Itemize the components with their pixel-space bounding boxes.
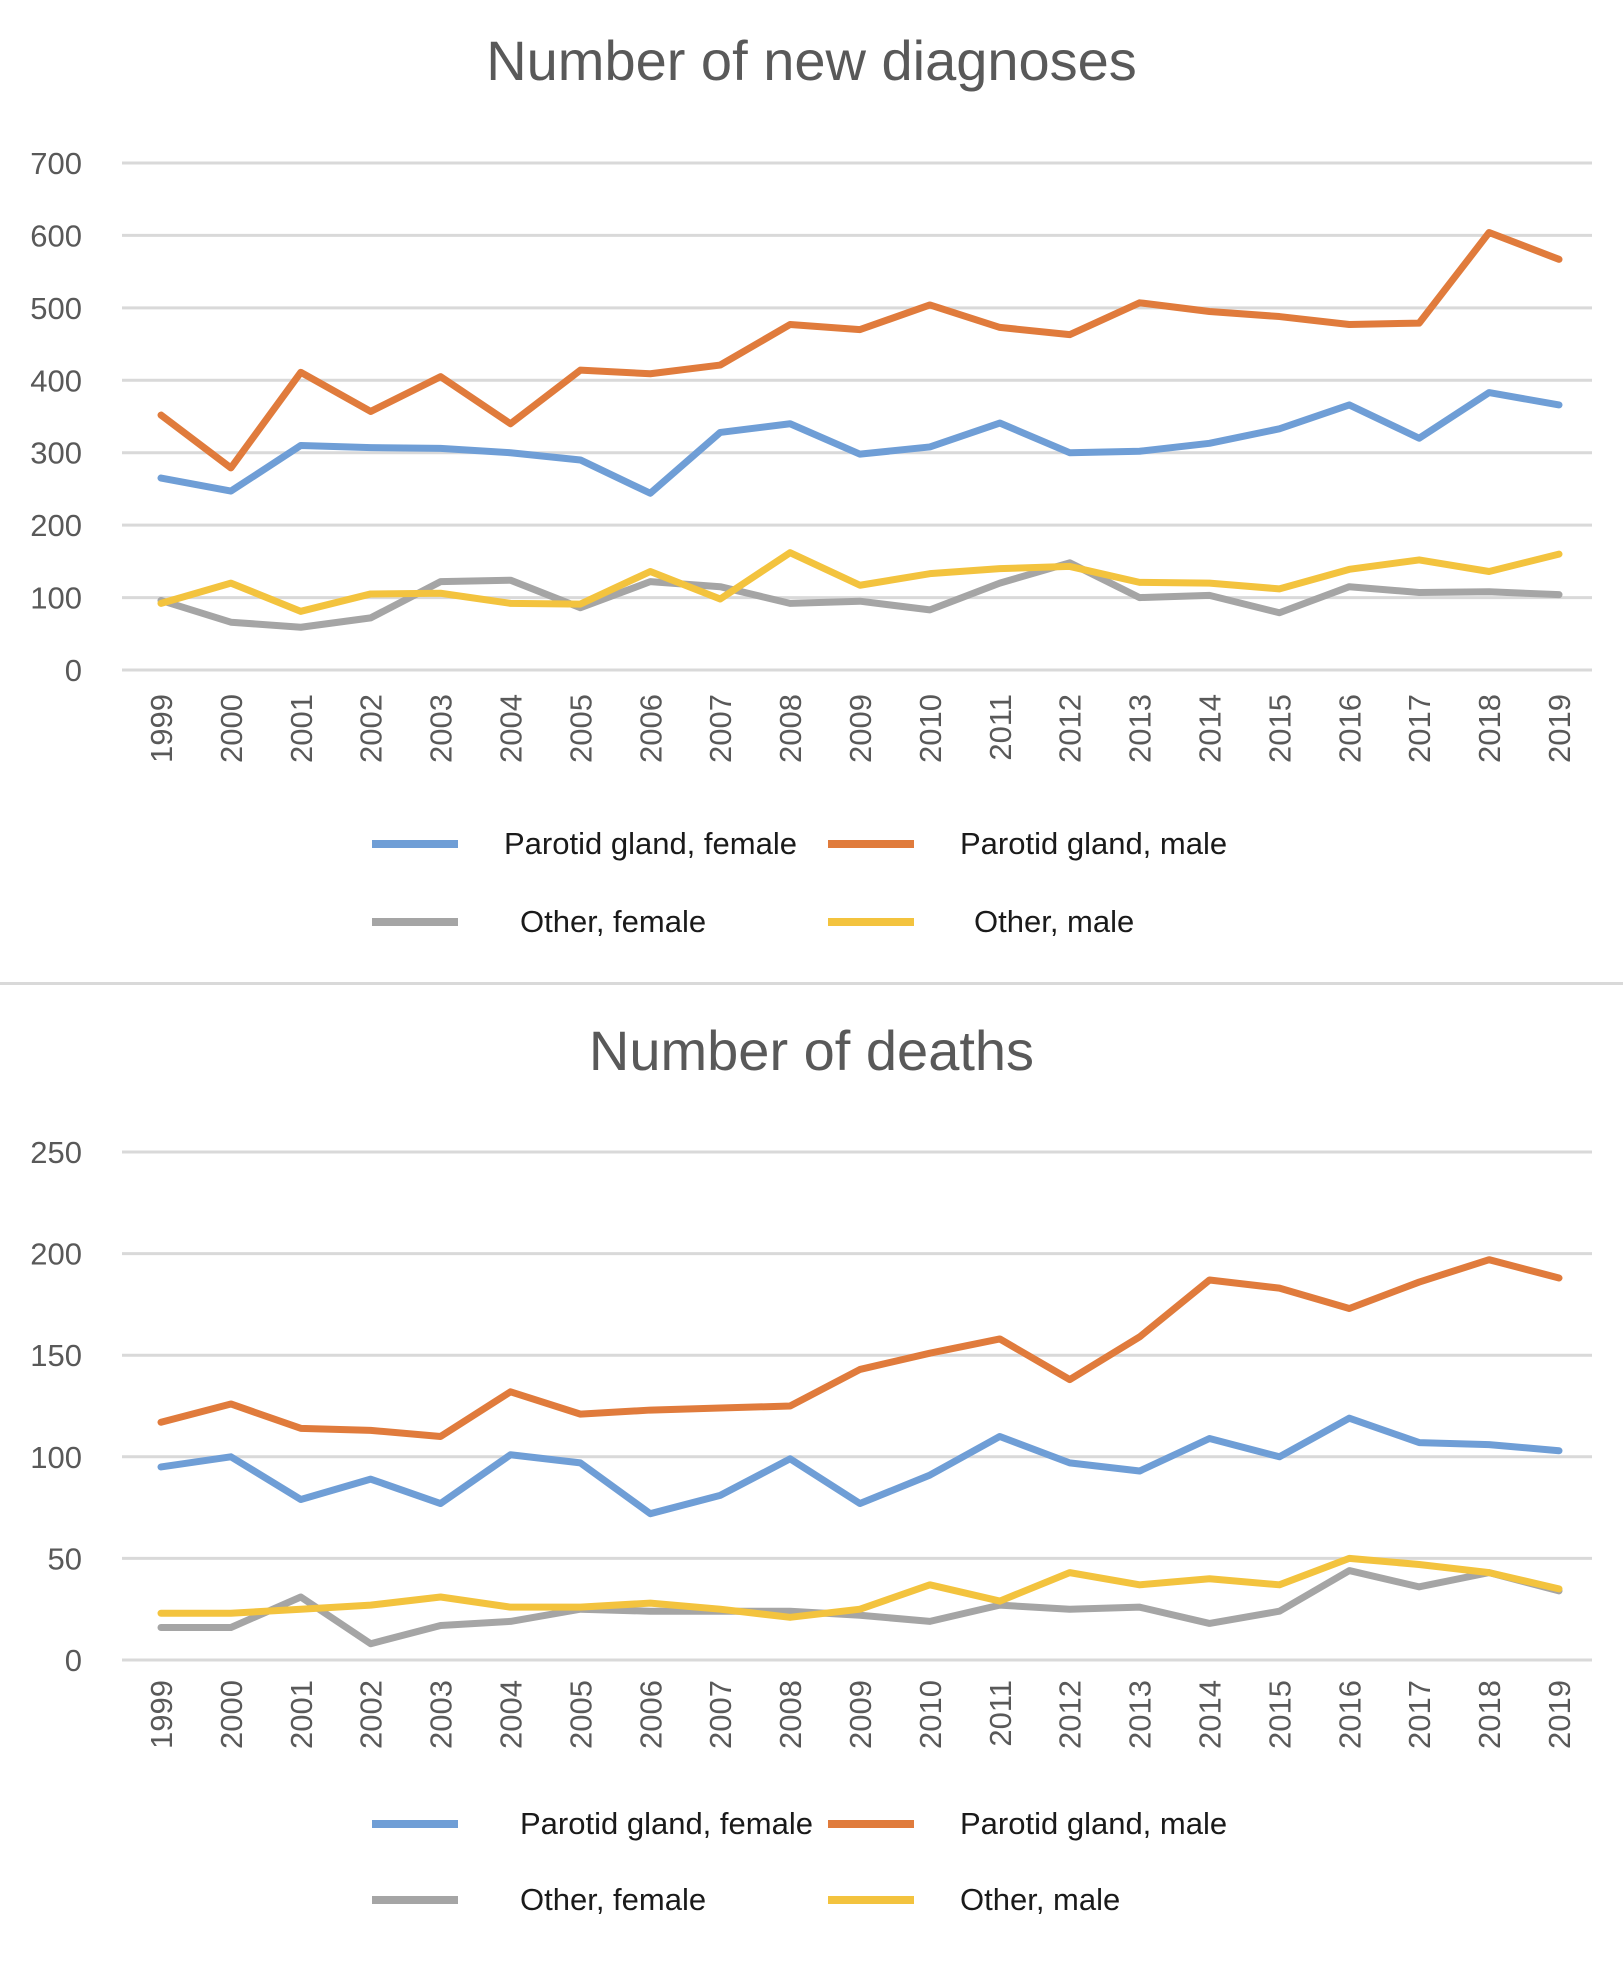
legend-swatch (372, 1896, 458, 1904)
series-line (157, 1414, 1563, 1518)
x-tick-label: 2018 (1472, 694, 1507, 763)
y-tick-label: 200 (30, 508, 82, 543)
x-tick-label: 2004 (494, 1680, 529, 1749)
legend-label: Other, male (960, 1882, 1121, 1917)
y-tick-label: 400 (30, 363, 82, 398)
x-tick-label: 2019 (1542, 1680, 1577, 1749)
x-tick-label: 2015 (1262, 694, 1297, 763)
x-tick-label: 2000 (214, 694, 249, 763)
x-tick-label: 2004 (494, 694, 529, 763)
legend-swatch (372, 1820, 458, 1828)
x-tick-label: 2010 (913, 1680, 948, 1749)
series-line (157, 1256, 1563, 1440)
series-line (157, 389, 1563, 497)
y-tick-label: 200 (30, 1237, 82, 1272)
x-tick-label: 2011 (983, 694, 1018, 761)
x-tick-label: 2010 (913, 694, 948, 763)
x-tick-label: 2013 (1123, 694, 1158, 763)
x-tick-label: 2016 (1332, 694, 1367, 763)
legend-swatch (372, 918, 458, 926)
x-tick-label: 2009 (843, 694, 878, 763)
x-tick-label: 2012 (1053, 694, 1088, 763)
series-line (157, 1567, 1563, 1648)
x-tick-label: 2002 (354, 1680, 389, 1749)
legend-item[interactable]: Other, female (372, 1878, 706, 1922)
x-tick-label: 2008 (773, 694, 808, 763)
x-tick-label: 2011 (983, 1680, 1018, 1747)
x-tick-label: 2007 (703, 694, 738, 763)
x-tick-label: 2005 (563, 694, 598, 763)
chart-title: Number of new diagnoses (486, 29, 1137, 92)
series-line (157, 559, 1563, 631)
x-tick-label: 2006 (633, 1680, 668, 1749)
y-tick-label: 50 (48, 1541, 82, 1576)
chart-panel-diagnoses: Number of new diagnoses 0 100 200 300 400 500… (0, 0, 1623, 970)
y-tick-label: 100 (30, 1440, 82, 1475)
y-tick-label: 0 (65, 1643, 82, 1678)
legend-item[interactable]: Parotid gland, female (372, 1802, 813, 1846)
x-tick-label: 2001 (284, 1680, 319, 1749)
x-tick-label: 2003 (424, 1680, 459, 1749)
x-tick-label: 2009 (843, 1680, 878, 1749)
chart-panel-deaths: Number of deaths 0 50 100 150 200 250 1999 2000… (0, 990, 1623, 1960)
y-tick-label: 300 (30, 436, 82, 471)
y-tick-label: 150 (30, 1338, 82, 1373)
legend-item[interactable]: Parotid gland, female (372, 822, 797, 866)
legend-item[interactable]: Other, female (372, 900, 706, 944)
y-tick-label: 0 (65, 653, 82, 688)
x-tick-label: 2012 (1053, 1680, 1088, 1749)
x-tick-label: 2006 (633, 694, 668, 763)
legend-swatch (828, 1820, 914, 1828)
legend-item[interactable]: Other, male (828, 1878, 1120, 1922)
x-tick-label: 2016 (1332, 1680, 1367, 1749)
x-tick-label: 2017 (1402, 694, 1437, 763)
legend-label: Parotid gland, male (960, 826, 1228, 861)
legend-label: Parotid gland, female (520, 1806, 813, 1841)
legend-item[interactable]: Other, male (828, 900, 1134, 944)
y-tick-label: 600 (30, 218, 82, 253)
x-tick-label: 2018 (1472, 1680, 1507, 1749)
x-tick-label: 1999 (144, 1680, 179, 1749)
x-tick-label: 2008 (773, 1680, 808, 1749)
x-tick-label: 2003 (424, 694, 459, 763)
x-tick-label: 2002 (354, 694, 389, 763)
x-tick-label: 2014 (1193, 694, 1228, 763)
legend-item[interactable]: Parotid gland, male (828, 822, 1227, 866)
x-tick-label: 2005 (563, 1680, 598, 1749)
legend-label: Parotid gland, male (960, 1806, 1228, 1841)
x-tick-label: 2017 (1402, 1680, 1437, 1749)
y-tick-label: 500 (30, 291, 82, 326)
legend-swatch (828, 1896, 914, 1904)
legend-label: Parotid gland, female (504, 826, 797, 861)
x-tick-label: 2014 (1193, 1680, 1228, 1749)
y-tick-label: 100 (30, 581, 82, 616)
x-tick-label: 2007 (703, 1680, 738, 1749)
x-tick-label: 1999 (144, 694, 179, 763)
x-tick-label: 2015 (1262, 1680, 1297, 1749)
legend-swatch (828, 918, 914, 926)
legend-label: Other, female (520, 904, 707, 939)
chart-svg: 0 100 200 300 400 500 600 700 1999 2000 2001 2002 20… (30, 146, 1592, 763)
series-line (157, 549, 1563, 615)
x-tick-label: 2001 (284, 694, 319, 763)
y-tick-label: 700 (30, 146, 82, 181)
legend-label: Other, female (520, 1882, 707, 1917)
y-tick-label: 250 (30, 1135, 82, 1170)
legend-swatch (372, 840, 458, 848)
legend-swatch (828, 840, 914, 848)
chart-svg: 0 50 100 150 200 250 1999 2000 2001 2002 2003 2004 2… (30, 1135, 1592, 1749)
x-tick-label: 2013 (1123, 1680, 1158, 1749)
chart-title: Number of deaths (588, 1019, 1035, 1082)
legend-item[interactable]: Parotid gland, male (828, 1802, 1227, 1846)
panel-divider (0, 982, 1623, 985)
series-line (157, 229, 1563, 472)
legend-label: Other, male (974, 904, 1135, 939)
x-tick-label: 2019 (1542, 694, 1577, 763)
series-line (157, 1554, 1563, 1621)
x-tick-label: 2000 (214, 1680, 249, 1749)
